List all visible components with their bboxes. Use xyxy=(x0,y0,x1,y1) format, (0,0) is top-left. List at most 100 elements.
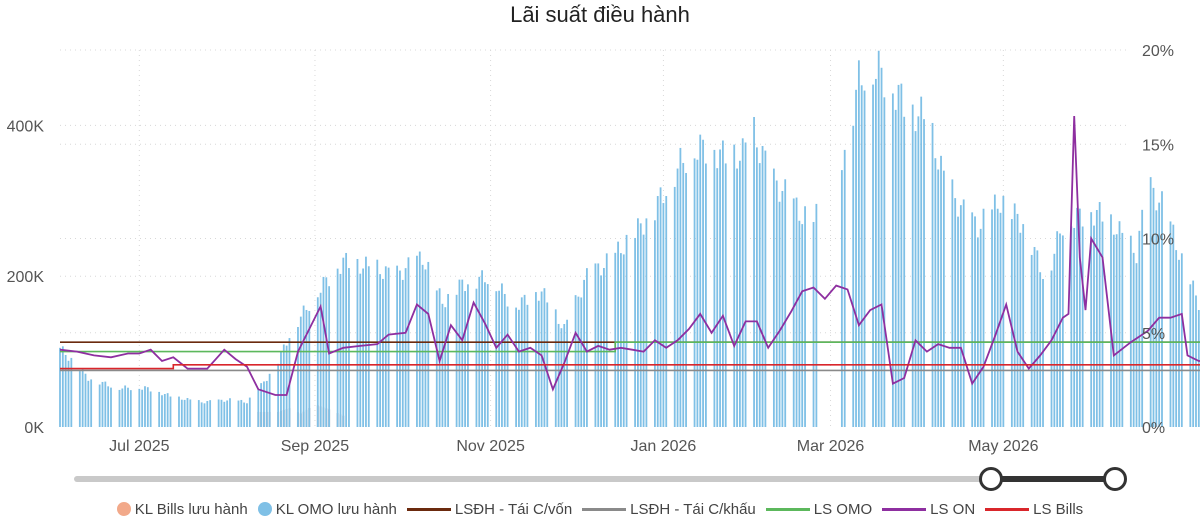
omo-bar xyxy=(129,390,132,427)
omo-bar xyxy=(665,196,668,427)
omo-bar xyxy=(501,283,503,427)
legend-item[interactable]: KL Bills lưu hành xyxy=(116,501,248,518)
omo-bar xyxy=(1118,221,1121,427)
y-left-tick-label: 400K xyxy=(7,118,45,135)
omo-bar xyxy=(625,234,628,427)
omo-bar xyxy=(282,344,285,427)
omo-bar xyxy=(186,398,189,427)
omo-bar xyxy=(991,209,993,427)
omo-bar xyxy=(951,179,954,427)
omo-bar xyxy=(974,216,976,427)
omo-bar xyxy=(458,279,461,427)
omo-bar xyxy=(920,96,923,427)
time-slider-range[interactable] xyxy=(990,476,1114,482)
omo-bar xyxy=(1053,253,1056,427)
omo-bar xyxy=(764,150,767,427)
omo-bar xyxy=(220,399,223,427)
legend-label: LS OMO xyxy=(813,500,873,518)
omo-bar xyxy=(1050,270,1053,427)
omo-bar xyxy=(246,403,248,427)
legend-item[interactable]: LS OMO xyxy=(765,500,873,518)
omo-bar xyxy=(594,263,597,427)
omo-bar xyxy=(979,228,982,427)
omo-bar xyxy=(586,268,588,427)
omo-bar xyxy=(962,199,965,427)
omo-bar xyxy=(127,387,129,427)
omo-bar xyxy=(178,396,180,427)
legend-item[interactable]: LS ON xyxy=(882,501,975,518)
omo-bar xyxy=(138,388,141,427)
time-slider-start-handle[interactable] xyxy=(979,467,1003,491)
omo-bar xyxy=(540,291,543,427)
omo-bar xyxy=(580,297,583,427)
omo-bar xyxy=(894,109,897,427)
omo-bar xyxy=(713,149,716,427)
omo-bar xyxy=(1073,227,1076,427)
omo-bar xyxy=(81,369,84,427)
omo-bar xyxy=(146,387,149,427)
legend-dot-icon xyxy=(116,502,131,516)
legend-item[interactable]: LSĐH - Tái C/vốn xyxy=(406,501,572,518)
omo-bar xyxy=(421,264,424,427)
omo-bar xyxy=(297,327,299,427)
omo-bar xyxy=(503,293,506,427)
omo-bar xyxy=(345,252,348,427)
omo-bar xyxy=(704,163,707,427)
omo-bar xyxy=(940,155,942,427)
omo-bar xyxy=(268,373,271,427)
legend-item[interactable]: LSĐH - Tái C/khấu xyxy=(582,501,756,518)
omo-bar xyxy=(481,270,484,427)
omo-bar xyxy=(566,319,568,427)
omo-bar xyxy=(993,194,996,427)
omo-bar xyxy=(617,241,619,427)
omo-bar xyxy=(1175,250,1178,427)
omo-bar xyxy=(535,292,537,427)
line-ls-bills xyxy=(60,363,1200,370)
omo-bar xyxy=(622,254,625,427)
omo-bar xyxy=(931,122,934,427)
omo-bar xyxy=(976,237,979,427)
x-tick-label: Sep 2025 xyxy=(281,438,350,455)
omo-bar xyxy=(741,138,744,428)
time-slider-track[interactable] xyxy=(74,476,1116,482)
omo-bar xyxy=(305,309,308,427)
omo-bar xyxy=(1135,263,1138,427)
omo-bar xyxy=(1061,235,1064,427)
omo-bar xyxy=(396,265,399,427)
omo-bar xyxy=(804,206,806,427)
omo-bar xyxy=(1155,210,1158,427)
omo-bar xyxy=(206,401,209,427)
omo-bar xyxy=(880,67,883,427)
omo-bar xyxy=(620,253,622,427)
omo-bar xyxy=(560,328,563,427)
omo-bar xyxy=(614,252,617,427)
omo-bar xyxy=(467,284,469,427)
omo-bar xyxy=(874,78,877,427)
omo-bar xyxy=(860,85,863,427)
omo-bar xyxy=(197,400,200,427)
x-tick-label: Nov 2025 xyxy=(456,438,525,455)
omo-bar xyxy=(685,172,687,427)
omo-bar xyxy=(877,50,880,427)
omo-bar xyxy=(1110,214,1112,427)
time-slider-end-handle[interactable] xyxy=(1103,467,1127,491)
omo-bar xyxy=(959,205,962,427)
omo-bar xyxy=(659,187,662,427)
omo-bar xyxy=(883,97,886,427)
legend-item[interactable]: LS Bills xyxy=(985,501,1083,518)
omo-bar xyxy=(237,400,240,427)
omo-bar xyxy=(110,387,112,427)
omo-bar xyxy=(971,212,974,427)
omo-bar xyxy=(1059,233,1061,427)
omo-bar xyxy=(815,203,818,427)
omo-bar xyxy=(166,393,169,427)
omo-bar xyxy=(416,255,418,427)
omo-bar xyxy=(682,162,685,427)
omo-bar xyxy=(506,306,509,427)
omo-bar xyxy=(169,396,172,427)
legend-item[interactable]: KL OMO lưu hành xyxy=(257,501,397,518)
omo-bar xyxy=(1129,235,1132,427)
omo-bar xyxy=(937,169,940,427)
omo-bar xyxy=(121,388,124,427)
omo-bar xyxy=(577,296,580,427)
